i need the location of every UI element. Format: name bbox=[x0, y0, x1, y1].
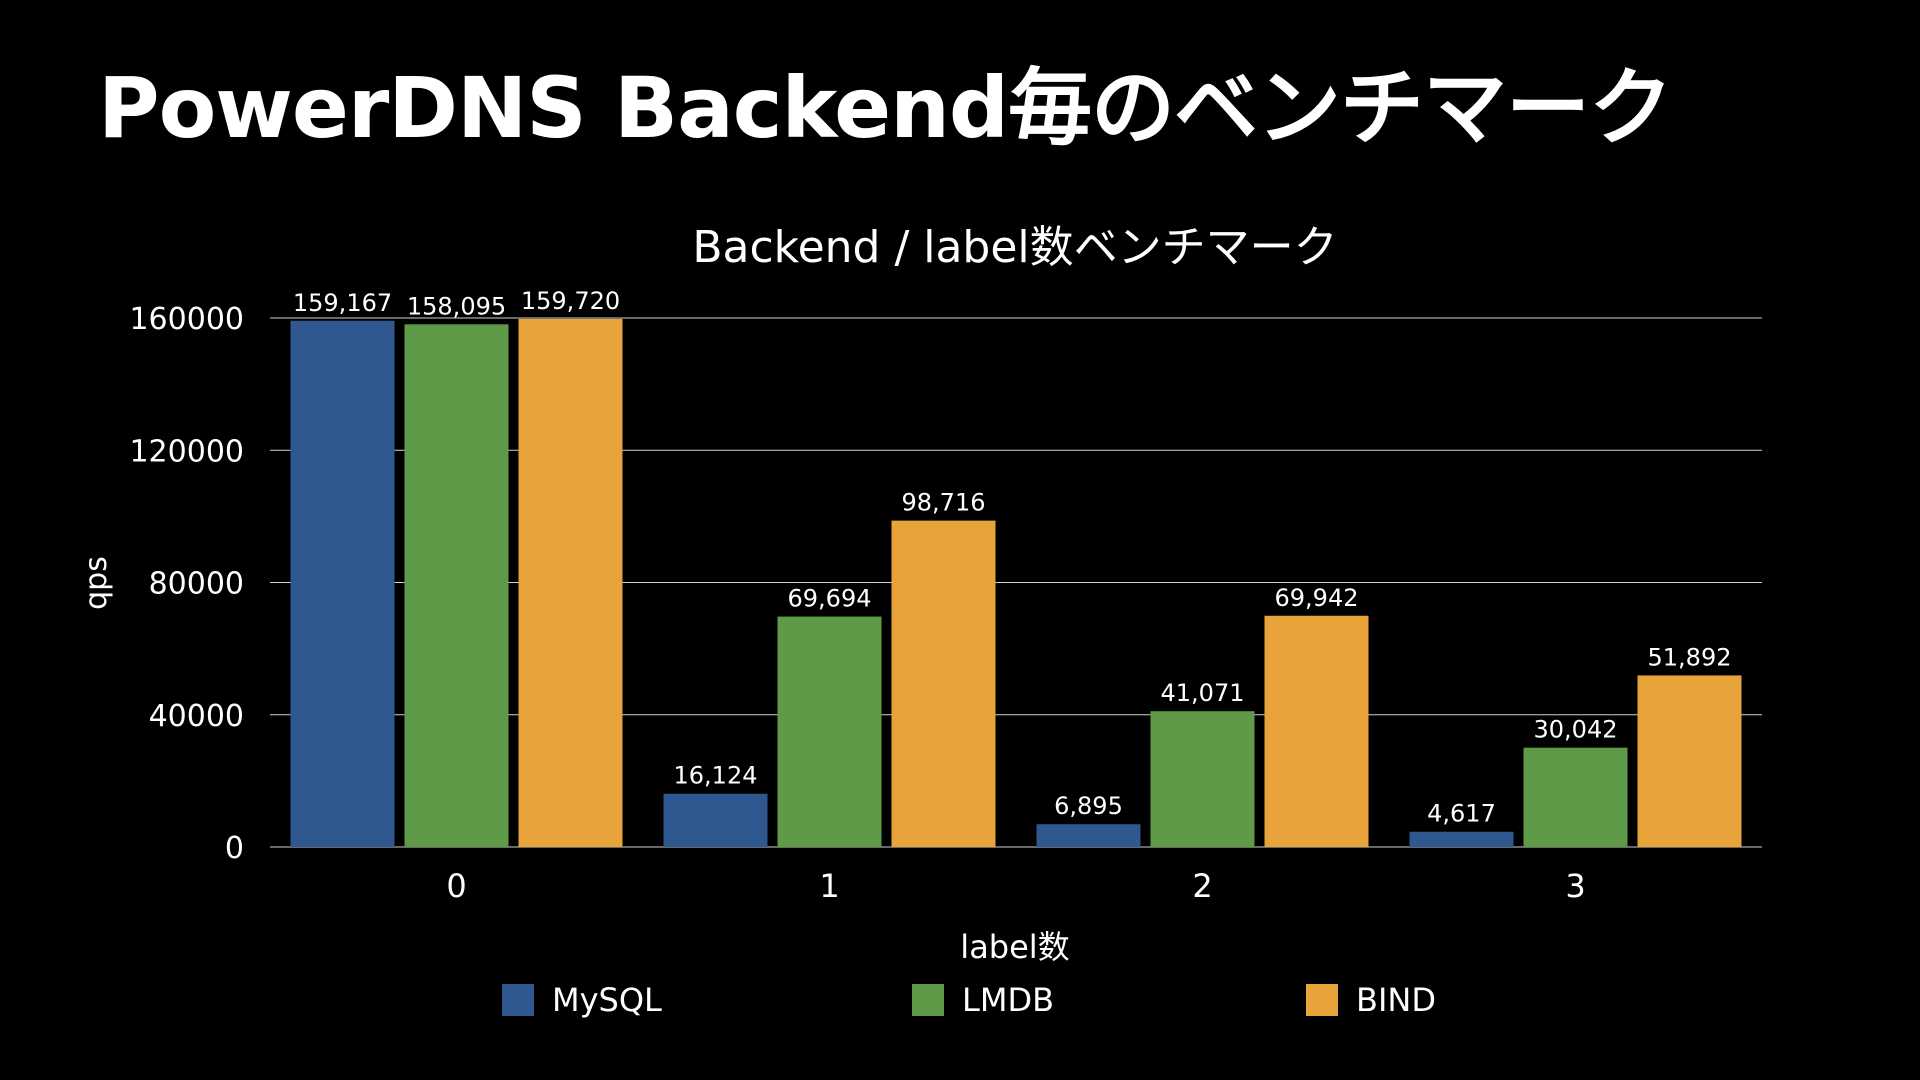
bar-bind-0 bbox=[518, 318, 623, 847]
y-tick-label: 160000 bbox=[129, 302, 244, 337]
bar-mysql-2 bbox=[1036, 824, 1141, 847]
data-label: 30,042 bbox=[1534, 716, 1618, 744]
data-label: 159,167 bbox=[293, 289, 392, 317]
x-tick-label: 0 bbox=[446, 867, 466, 905]
bar-lmdb-1 bbox=[777, 616, 882, 847]
bar-lmdb-3 bbox=[1523, 747, 1628, 847]
bar-lmdb-2 bbox=[1150, 711, 1255, 847]
y-axis-ticks: 0 40000 80000 120000 160000 bbox=[129, 302, 244, 866]
bar-bind-2 bbox=[1264, 615, 1369, 847]
data-label: 158,095 bbox=[407, 292, 506, 320]
legend-swatch-mysql bbox=[502, 984, 534, 1016]
y-axis-label: qps bbox=[79, 556, 114, 610]
bar-mysql-1 bbox=[663, 793, 768, 847]
bars-group: 159,167 158,095 159,720 16,124 69,694 98,716 6… bbox=[290, 287, 1742, 847]
y-tick-label: 80000 bbox=[149, 567, 244, 602]
data-label: 159,720 bbox=[521, 287, 620, 315]
data-label: 98,716 bbox=[902, 489, 986, 517]
x-tick-label: 3 bbox=[1565, 867, 1585, 905]
bar-mysql-3 bbox=[1409, 831, 1514, 847]
chart-title: Backend / label数ベンチマーク bbox=[692, 222, 1337, 273]
data-label: 41,071 bbox=[1161, 679, 1245, 707]
slide-title: PowerDNS Backend毎のベンチマーク bbox=[98, 59, 1673, 157]
bar-lmdb-0 bbox=[404, 324, 509, 847]
data-label: 6,895 bbox=[1054, 792, 1123, 820]
y-tick-label: 0 bbox=[225, 831, 244, 866]
x-tick-label: 1 bbox=[819, 867, 839, 905]
x-axis-ticks: 0 1 2 3 bbox=[446, 867, 1585, 905]
data-label: 51,892 bbox=[1648, 643, 1732, 671]
y-tick-label: 40000 bbox=[149, 699, 244, 734]
data-label: 69,694 bbox=[788, 585, 872, 613]
legend-swatch-bind bbox=[1306, 984, 1338, 1016]
legend: MySQL LMDB BIND bbox=[502, 981, 1436, 1019]
data-label: 4,617 bbox=[1427, 800, 1496, 828]
legend-swatch-lmdb bbox=[912, 984, 944, 1016]
y-tick-label: 120000 bbox=[129, 434, 244, 469]
data-label: 69,942 bbox=[1275, 584, 1359, 612]
bar-bind-3 bbox=[1637, 675, 1742, 847]
bar-mysql-0 bbox=[290, 320, 395, 847]
data-label: 16,124 bbox=[674, 762, 758, 790]
legend-label-mysql: MySQL bbox=[552, 981, 662, 1019]
legend-label-lmdb: LMDB bbox=[962, 981, 1054, 1019]
x-axis-label: label数 bbox=[960, 928, 1069, 966]
legend-label-bind: BIND bbox=[1356, 981, 1436, 1019]
bar-bind-1 bbox=[891, 520, 996, 847]
x-tick-label: 2 bbox=[1192, 867, 1212, 905]
